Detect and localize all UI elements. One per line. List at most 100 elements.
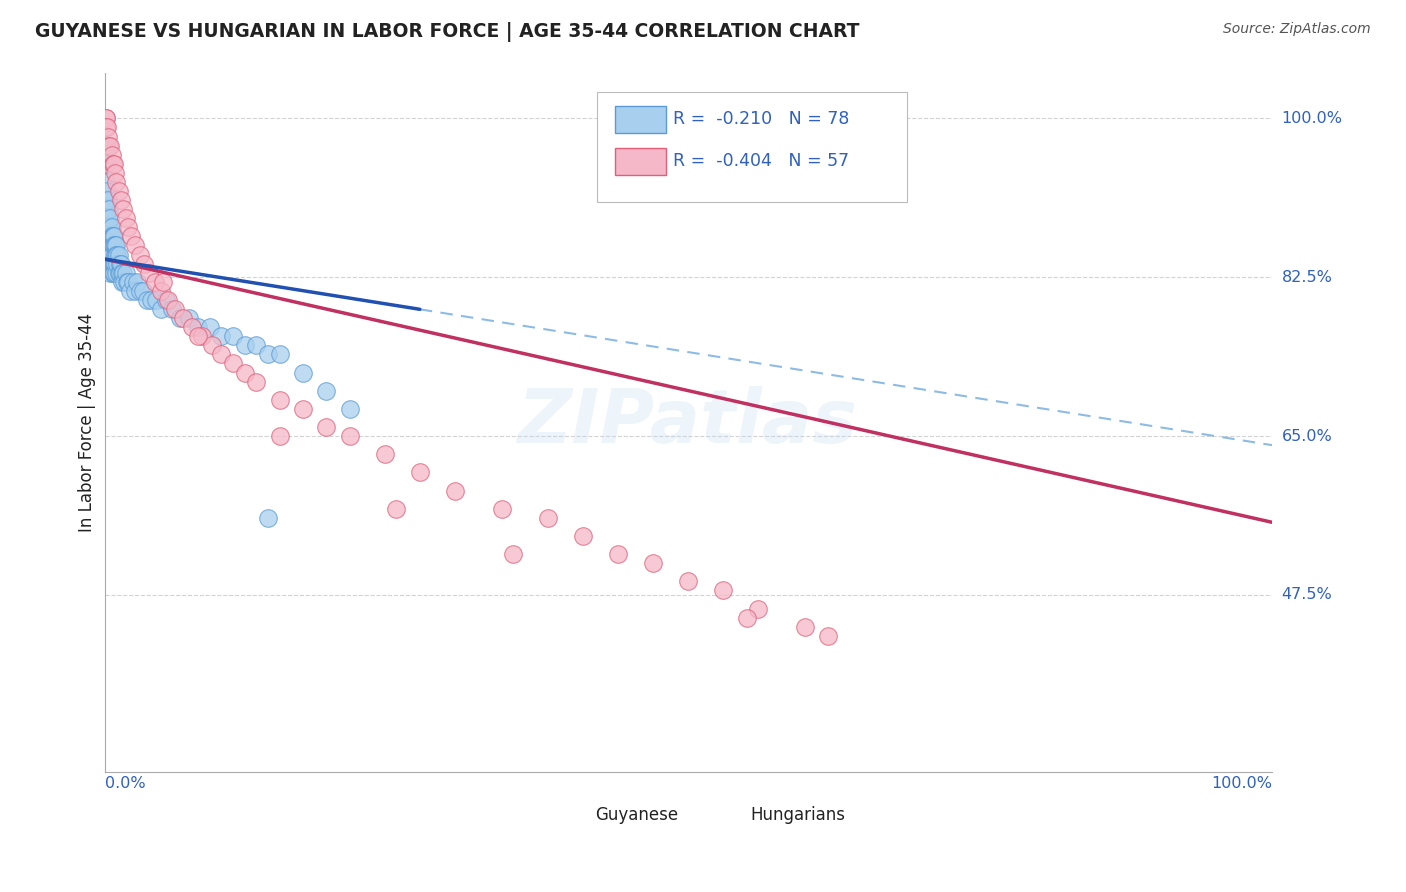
Point	[209, 347, 232, 361]
Point	[108, 257, 131, 271]
Point	[100, 220, 122, 235]
Point	[245, 375, 267, 389]
Point	[141, 293, 163, 307]
Point	[339, 401, 361, 416]
Point	[104, 247, 127, 261]
Point	[292, 401, 315, 416]
Point	[794, 620, 817, 634]
Point	[112, 202, 135, 216]
Point	[643, 556, 665, 570]
Point	[100, 147, 122, 161]
Point	[100, 266, 122, 280]
Point	[94, 138, 117, 153]
Point	[711, 583, 734, 598]
Point	[233, 338, 256, 352]
Point	[96, 120, 118, 135]
Point	[134, 257, 156, 271]
Point	[101, 238, 124, 252]
Point	[103, 229, 125, 244]
Point	[128, 284, 150, 298]
Point	[572, 529, 595, 543]
Point	[233, 366, 256, 380]
Point	[103, 238, 125, 252]
Point	[222, 329, 245, 343]
Point	[94, 120, 117, 135]
Point	[100, 138, 122, 153]
Point	[117, 275, 139, 289]
Point	[374, 447, 396, 461]
Point	[735, 610, 758, 624]
Point	[292, 366, 315, 380]
Point	[269, 347, 291, 361]
Point	[100, 229, 122, 244]
Point	[120, 284, 142, 298]
Point	[209, 329, 232, 343]
Text: 47.5%: 47.5%	[1281, 588, 1331, 602]
Point	[269, 429, 291, 443]
Point	[114, 275, 136, 289]
Text: Hungarians: Hungarians	[751, 806, 845, 824]
Point	[98, 238, 121, 252]
Point	[100, 247, 122, 261]
Point	[107, 247, 129, 261]
Point	[94, 175, 117, 189]
Point	[190, 329, 212, 343]
Point	[315, 384, 337, 398]
Text: Source: ZipAtlas.com: Source: ZipAtlas.com	[1223, 22, 1371, 37]
Point	[94, 112, 117, 126]
Point	[96, 202, 118, 216]
Point	[100, 229, 122, 244]
Point	[152, 275, 174, 289]
Point	[97, 193, 120, 207]
Text: 100.0%: 100.0%	[1281, 111, 1343, 126]
Point	[105, 175, 128, 189]
Point	[187, 320, 209, 334]
Point	[132, 284, 155, 298]
Point	[105, 238, 128, 252]
Point	[607, 547, 630, 561]
Point	[385, 501, 408, 516]
Point	[104, 257, 127, 271]
Point	[94, 211, 117, 226]
Point	[172, 311, 194, 326]
Point	[94, 193, 117, 207]
Point	[98, 257, 121, 271]
Point	[187, 329, 209, 343]
Point	[444, 483, 467, 498]
Point	[149, 284, 172, 298]
Text: 0.0%: 0.0%	[104, 776, 145, 791]
Point	[97, 129, 120, 144]
Point	[96, 238, 118, 252]
Point	[114, 211, 136, 226]
Point	[107, 257, 129, 271]
Point	[201, 338, 224, 352]
Text: 82.5%: 82.5%	[1281, 269, 1333, 285]
Point	[491, 501, 513, 516]
Point	[143, 275, 166, 289]
Point	[339, 429, 361, 443]
Point	[156, 293, 179, 307]
Point	[537, 510, 560, 524]
Point	[107, 184, 129, 198]
Point	[257, 510, 280, 524]
Point	[128, 247, 150, 261]
Point	[105, 266, 128, 280]
Point	[110, 257, 132, 271]
FancyBboxPatch shape	[598, 92, 907, 202]
Point	[97, 229, 120, 244]
Point	[257, 347, 280, 361]
Point	[222, 356, 245, 370]
Point	[100, 211, 122, 226]
Point	[162, 301, 184, 316]
Point	[112, 266, 135, 280]
Point	[269, 392, 291, 407]
Point	[315, 420, 337, 434]
FancyBboxPatch shape	[551, 805, 589, 825]
Point	[127, 275, 149, 289]
Point	[101, 266, 124, 280]
Point	[101, 229, 124, 244]
FancyBboxPatch shape	[614, 106, 666, 133]
Point	[169, 311, 191, 326]
Point	[96, 220, 118, 235]
Point	[96, 184, 118, 198]
